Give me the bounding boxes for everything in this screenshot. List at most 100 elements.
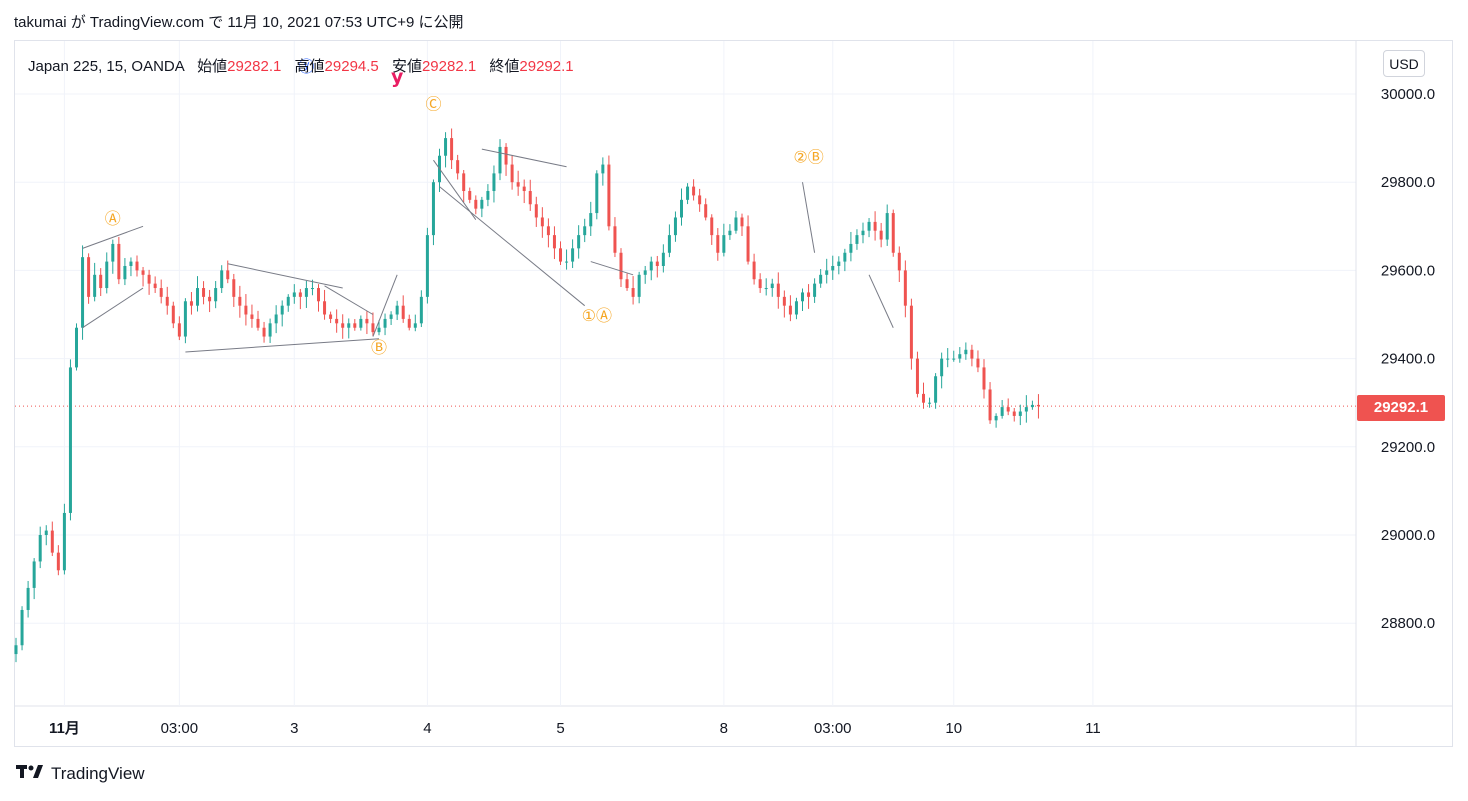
wave-trendline — [868, 274, 894, 328]
candle-body — [510, 164, 514, 183]
candle-body — [528, 191, 532, 205]
candle-body — [728, 230, 732, 236]
wave-trendline — [590, 261, 634, 276]
candle-body — [958, 354, 962, 359]
wave-trendline — [802, 182, 816, 253]
candle-body — [867, 221, 871, 231]
candle-body — [613, 226, 617, 253]
candle-body — [686, 186, 690, 200]
candle-body — [952, 358, 956, 360]
candle-body — [534, 204, 538, 218]
symbol-name[interactable]: Japan 225, 15, OANDA — [28, 58, 184, 75]
candle-body — [794, 301, 798, 315]
candle-body — [764, 288, 768, 290]
elliott-wave-label: ⓨ — [298, 57, 314, 76]
candle-body — [407, 318, 411, 328]
candle-body — [444, 138, 448, 156]
candle-body — [1000, 407, 1004, 416]
candle-body — [135, 261, 139, 271]
candle-body — [50, 530, 54, 553]
candle-body — [32, 561, 36, 588]
candle-body — [879, 230, 883, 240]
candle-body — [474, 199, 478, 209]
candle-body — [56, 552, 60, 571]
candle-body — [359, 318, 363, 328]
candle-body — [940, 358, 944, 377]
candle-body — [825, 270, 829, 275]
candle-body — [208, 296, 212, 302]
candle-body — [492, 173, 496, 192]
candle-body — [577, 235, 581, 249]
x-tick-label: 11 — [1085, 720, 1101, 737]
candle-body — [183, 301, 187, 337]
candle-body — [849, 243, 853, 253]
candle-body — [256, 318, 260, 328]
candle-body — [964, 349, 968, 355]
chart-frame[interactable] — [14, 40, 1453, 747]
symbol-legend: Japan 225, 15, OANDA 始値29282.1 高値29294.5… — [28, 55, 574, 76]
elliott-wave-label: Ⓐ — [105, 209, 121, 228]
candle-body — [371, 323, 375, 333]
candle-body — [673, 217, 677, 236]
candle-body — [661, 252, 665, 266]
candle-body — [734, 217, 738, 231]
candle-body — [601, 164, 605, 174]
close-label: 終値 — [489, 58, 520, 75]
candle-body — [450, 138, 454, 161]
candle-body — [861, 230, 865, 236]
candle-body — [383, 318, 387, 328]
candle-body — [982, 367, 986, 390]
candle-body — [226, 270, 230, 280]
candle-body — [552, 235, 556, 249]
candle-body — [504, 146, 508, 165]
candle-body — [571, 248, 575, 262]
candle-body — [196, 288, 199, 306]
candle-body — [540, 217, 544, 227]
candle-body — [1024, 407, 1028, 412]
candle-body — [298, 292, 302, 297]
candle-body — [692, 186, 696, 196]
candle-body — [976, 358, 980, 368]
wave-trendline — [372, 274, 398, 337]
candle-body — [365, 318, 369, 324]
candle-body — [583, 226, 587, 236]
candle-body — [68, 367, 72, 513]
candle-body — [232, 279, 236, 297]
candle-body — [837, 261, 841, 266]
candle-body — [189, 301, 193, 306]
candle-body — [934, 376, 938, 403]
candle-body — [710, 217, 714, 236]
y-tick-label: 29800.0 — [1381, 174, 1435, 191]
candle-body — [93, 274, 97, 297]
tradingview-footer[interactable]: TradingView — [16, 764, 145, 784]
candle-body — [395, 305, 399, 315]
y-tick-label: 29200.0 — [1381, 439, 1435, 456]
candle-body — [401, 305, 405, 319]
candle-body — [38, 535, 42, 562]
candle-body — [75, 327, 78, 368]
tradingview-logo-icon — [16, 764, 44, 784]
candle-body — [885, 213, 889, 240]
candle-body — [788, 305, 792, 315]
candle-body — [389, 314, 393, 319]
elliott-wave-label: ①Ⓐ — [582, 306, 612, 325]
candle-body — [44, 530, 48, 535]
candle-body — [807, 292, 811, 297]
candle-body — [922, 393, 925, 403]
candle-body — [304, 288, 308, 297]
y-tick-label: 30000.0 — [1381, 86, 1435, 103]
candle-body — [637, 274, 641, 297]
candle-body — [159, 288, 163, 297]
candle-body — [873, 221, 877, 231]
candle-body — [722, 235, 726, 253]
candle-body — [26, 587, 30, 610]
candle-body — [625, 279, 629, 289]
wave-trendline — [185, 338, 380, 353]
candle-body — [516, 182, 520, 187]
footer-brand: TradingView — [51, 764, 145, 783]
candle-body — [238, 296, 242, 306]
candle-body — [595, 173, 599, 214]
currency-button[interactable]: USD — [1383, 50, 1425, 77]
candle-body — [165, 296, 169, 306]
